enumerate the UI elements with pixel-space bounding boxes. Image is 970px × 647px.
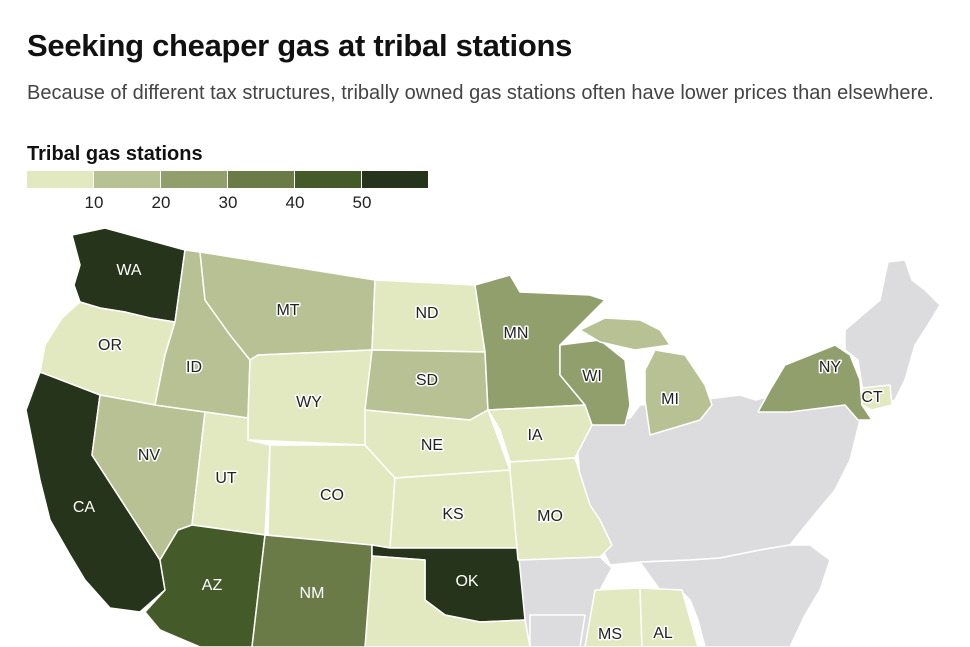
label-ia: IA (527, 427, 542, 444)
state-ms (584, 587, 643, 647)
legend-color-scale (27, 171, 428, 188)
label-ny: NY (819, 359, 842, 376)
state-ct (861, 384, 893, 411)
label-ms: MS (598, 626, 622, 643)
legend-tick-50: 50 (352, 193, 372, 212)
legend-title: Tribal gas stations (27, 143, 203, 165)
state-mo (509, 457, 613, 561)
label-wy: WY (296, 394, 322, 411)
label-ut: UT (215, 470, 237, 487)
label-mo: MO (537, 508, 563, 525)
state-nodata-southeast (639, 544, 831, 647)
label-ks: KS (442, 506, 463, 523)
legend-swatch-5 (295, 171, 362, 188)
legend-swatch-3 (161, 171, 228, 188)
label-nd: ND (415, 305, 438, 322)
state-tx (364, 555, 531, 647)
legend-swatch-1 (27, 171, 94, 188)
legend-swatch-4 (228, 171, 295, 188)
legend-swatch-6 (362, 171, 428, 188)
label-ct: CT (861, 389, 883, 406)
legend-swatch-2 (94, 171, 161, 188)
state-nm (251, 534, 373, 647)
map-title: Seeking cheaper gas at tribal stations (27, 28, 573, 63)
label-or: OR (98, 337, 122, 354)
legend-tick-30: 30 (218, 193, 238, 212)
state-al (639, 587, 699, 647)
state-ny (757, 344, 873, 421)
legend-ticks: 10 20 30 40 50 (27, 193, 437, 217)
state-mi (644, 349, 713, 436)
label-mi: MI (661, 391, 679, 408)
label-az: AZ (202, 577, 223, 594)
state-nodata-northeast (844, 259, 941, 409)
legend-tick-10: 10 (84, 193, 104, 212)
legend-tick-20: 20 (151, 193, 171, 212)
us-choropleth-map: WA OR CA NV ID MT WY UT CO AZ NM ND SD N… (25, 227, 941, 647)
label-mt: MT (276, 302, 299, 319)
label-nv: NV (138, 447, 161, 464)
label-wi: WI (582, 368, 602, 385)
label-mn: MN (504, 325, 529, 342)
state-nodata-east-texas (529, 614, 586, 647)
label-wa: WA (116, 262, 142, 279)
map-subtitle: Because of different tax structures, tri… (27, 82, 934, 104)
label-nm: NM (300, 585, 325, 602)
legend-tick-40: 40 (285, 193, 305, 212)
label-ca: CA (73, 499, 96, 516)
label-co: CO (320, 487, 344, 504)
label-al: AL (653, 625, 673, 642)
label-ne: NE (421, 437, 443, 454)
label-id: ID (186, 359, 202, 376)
label-ok: OK (455, 573, 478, 590)
state-mi-upper (579, 317, 671, 351)
label-sd: SD (416, 372, 438, 389)
state-wi (559, 339, 631, 426)
